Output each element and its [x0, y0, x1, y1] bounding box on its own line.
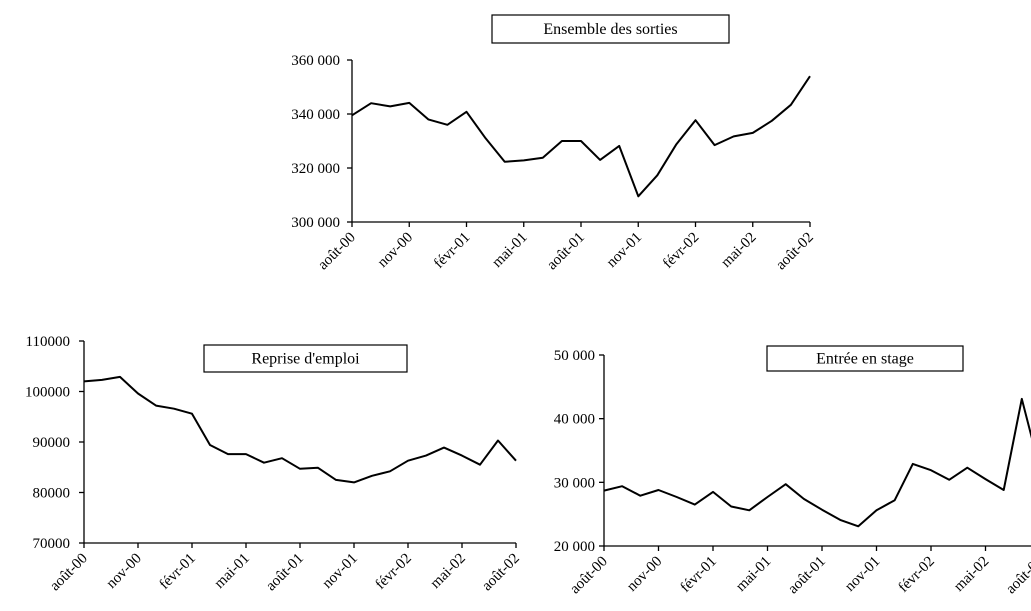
- x-tick-label: févr-01: [678, 554, 720, 596]
- series-line: [603, 397, 1031, 528]
- y-tick-label: 40 000: [554, 412, 595, 428]
- chart-title-box: [203, 344, 408, 373]
- x-tick-label: août-00: [315, 230, 359, 274]
- y-tick-label: 80000: [33, 486, 71, 502]
- y-tick-label: 340 000: [291, 107, 340, 123]
- x-tick-label: août-01: [785, 554, 829, 598]
- y-tick-label: 360 000: [291, 53, 340, 69]
- y-tick-label: 100000: [25, 385, 70, 401]
- chart-title-box: [766, 345, 964, 372]
- x-tick-label: août-01: [263, 551, 307, 595]
- x-tick-label: févr-02: [896, 554, 938, 596]
- x-tick-label: nov-01: [319, 551, 360, 592]
- x-tick-label: nov-01: [604, 230, 645, 271]
- series-line: [83, 375, 517, 484]
- x-tick-label: nov-00: [375, 230, 416, 271]
- x-tick-label: mai-01: [733, 554, 774, 595]
- y-tick-label: 320 000: [291, 161, 340, 177]
- x-tick-label: août-00: [567, 554, 611, 598]
- x-tick-label: nov-00: [103, 551, 144, 592]
- x-tick-label: mai-01: [489, 230, 530, 271]
- x-tick-label: févr-02: [373, 551, 415, 593]
- x-tick-label: févr-01: [157, 551, 199, 593]
- x-tick-label: févr-01: [431, 230, 473, 272]
- chart-title-box: [491, 14, 730, 44]
- x-tick-label: août-00: [47, 551, 91, 595]
- chart-entree-en-stage: 20 000 30 000 40 000 50 000 août-00 nov-00 fév…: [554, 345, 1031, 598]
- x-tick-label: août-02: [1003, 554, 1031, 598]
- x-tick-label: nov-00: [624, 554, 665, 595]
- chart-title: Ensemble des sorties: [543, 21, 677, 38]
- x-tick-label: août-01: [544, 230, 588, 274]
- x-tick-label: mai-02: [427, 551, 468, 592]
- y-tick-label: 30 000: [554, 475, 595, 491]
- y-tick-label: 110000: [26, 334, 70, 350]
- chart-ensemble-des-sorties: 300 000 320 000 340 000 360 000 août-00 nov-0…: [291, 14, 817, 274]
- y-tick-label: 90000: [33, 435, 71, 451]
- y-tick-label: 20 000: [554, 539, 595, 555]
- x-tick-label: mai-02: [718, 230, 759, 271]
- x-tick-label: août-02: [479, 551, 523, 595]
- y-tick-label: 300 000: [291, 215, 340, 231]
- x-tick-label: nov-01: [842, 554, 883, 595]
- x-tick-label: août-02: [773, 230, 817, 274]
- chart-reprise-d-emploi: 70000 80000 90000 100000 110000 août-00 nov-00…: [25, 334, 523, 594]
- chart-title: Reprise d'emploi: [251, 351, 360, 368]
- y-tick-label: 50 000: [554, 348, 595, 364]
- x-tick-label: févr-02: [660, 230, 702, 272]
- chart-title: Entrée en stage: [816, 351, 914, 368]
- y-tick-label: 70000: [33, 536, 71, 552]
- series-line: [351, 75, 811, 198]
- x-tick-label: mai-02: [951, 554, 992, 595]
- x-tick-label: mai-01: [211, 551, 252, 592]
